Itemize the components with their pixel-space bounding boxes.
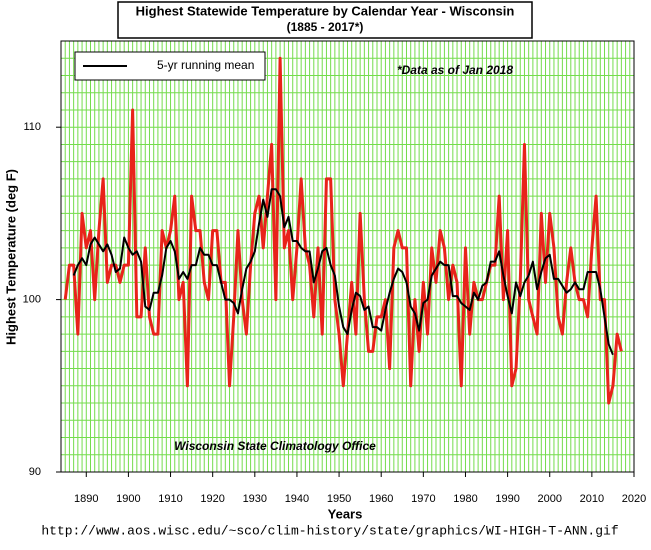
series-line [63, 56, 623, 405]
plot-area [56, 40, 635, 477]
title-box [117, 1, 533, 39]
x-tick-label: 1920 [200, 493, 224, 505]
annotation: Wisconsin State Climatology Office [174, 439, 376, 453]
chart-title: Highest Statewide Temperature by Calenda… [136, 3, 515, 18]
x-tick-label: 2000 [537, 493, 561, 505]
y-tick-label: 100 [23, 294, 41, 306]
x-tick-label: 1910 [158, 493, 182, 505]
legend-label: 5-yr running mean [157, 58, 254, 72]
x-tick-label: 1990 [495, 493, 519, 505]
x-tick-label: 1970 [411, 493, 435, 505]
annotation: *Data as of Jan 2018 [397, 63, 513, 77]
series-line [72, 188, 614, 356]
y-axis-label: Highest Temperature (deg F) [3, 169, 18, 345]
plot-frame [60, 40, 635, 473]
x-tick-label: 1940 [285, 493, 309, 505]
x-tick-label: 1950 [327, 493, 351, 505]
x-tick-label: 1930 [243, 493, 267, 505]
x-tick-label: 1900 [116, 493, 140, 505]
x-tick-label: 1890 [74, 493, 98, 505]
source-url: http://www.aos.wisc.edu/~sco/clim-histor… [41, 523, 618, 538]
x-tick-label: 1980 [453, 493, 477, 505]
y-tick-label: 110 [23, 121, 41, 133]
x-tick-label: 2010 [580, 493, 604, 505]
x-tick-label: 2020 [622, 493, 646, 505]
y-tick-label: 90 [29, 466, 41, 478]
x-tick-label: 1960 [369, 493, 393, 505]
chart-subtitle: (1885 - 2017*) [287, 20, 364, 34]
x-axis-label: Years [328, 506, 363, 521]
